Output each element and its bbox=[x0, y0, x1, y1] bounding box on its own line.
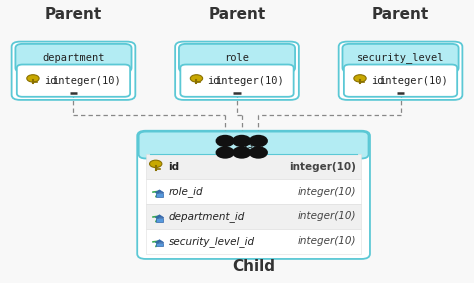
Text: integer(10): integer(10) bbox=[297, 211, 356, 222]
Circle shape bbox=[233, 136, 250, 146]
Text: department: department bbox=[42, 53, 105, 63]
Circle shape bbox=[233, 147, 250, 158]
FancyBboxPatch shape bbox=[344, 65, 457, 97]
Text: integer(10): integer(10) bbox=[52, 76, 120, 86]
FancyBboxPatch shape bbox=[15, 44, 131, 72]
Circle shape bbox=[250, 136, 267, 146]
FancyBboxPatch shape bbox=[342, 44, 458, 72]
Text: role_id: role_id bbox=[169, 186, 203, 197]
Bar bbox=[156, 243, 163, 246]
Circle shape bbox=[354, 75, 366, 82]
Text: security_level_id: security_level_id bbox=[169, 236, 255, 247]
FancyBboxPatch shape bbox=[338, 42, 462, 100]
Circle shape bbox=[149, 160, 162, 168]
Circle shape bbox=[190, 75, 203, 82]
Circle shape bbox=[233, 147, 250, 158]
Text: id: id bbox=[44, 76, 56, 86]
Text: Parent: Parent bbox=[209, 7, 265, 22]
FancyBboxPatch shape bbox=[138, 132, 368, 158]
FancyBboxPatch shape bbox=[137, 131, 370, 259]
Text: id: id bbox=[169, 162, 180, 172]
Circle shape bbox=[27, 75, 39, 82]
Polygon shape bbox=[155, 240, 164, 243]
FancyBboxPatch shape bbox=[17, 65, 130, 97]
Text: integer(10): integer(10) bbox=[289, 162, 356, 172]
Bar bbox=[156, 193, 163, 197]
Text: id: id bbox=[207, 76, 220, 86]
Circle shape bbox=[250, 136, 267, 146]
Circle shape bbox=[250, 147, 267, 158]
Circle shape bbox=[217, 147, 234, 158]
Text: integer(10): integer(10) bbox=[379, 76, 447, 86]
Circle shape bbox=[217, 136, 234, 146]
Bar bbox=[156, 218, 163, 222]
Text: id: id bbox=[371, 76, 383, 86]
Text: integer(10): integer(10) bbox=[297, 236, 356, 246]
FancyBboxPatch shape bbox=[175, 42, 299, 100]
Text: integer(10): integer(10) bbox=[215, 76, 284, 86]
Bar bbox=[146, 204, 361, 229]
Polygon shape bbox=[155, 190, 164, 193]
Text: role: role bbox=[225, 53, 249, 63]
Text: integer(10): integer(10) bbox=[297, 186, 356, 197]
Circle shape bbox=[217, 147, 234, 158]
Text: security_level: security_level bbox=[357, 53, 444, 63]
Text: user: user bbox=[241, 140, 266, 150]
FancyBboxPatch shape bbox=[180, 65, 293, 97]
FancyBboxPatch shape bbox=[11, 42, 136, 100]
Circle shape bbox=[233, 136, 250, 146]
Polygon shape bbox=[155, 215, 164, 218]
Bar bbox=[146, 179, 361, 204]
Text: department_id: department_id bbox=[169, 211, 245, 222]
Text: Parent: Parent bbox=[45, 7, 102, 22]
Bar bbox=[146, 229, 361, 254]
Text: Child: Child bbox=[232, 258, 275, 274]
FancyBboxPatch shape bbox=[179, 44, 295, 72]
Circle shape bbox=[217, 136, 234, 146]
Circle shape bbox=[250, 147, 267, 158]
Bar bbox=[146, 154, 361, 179]
Text: Parent: Parent bbox=[372, 7, 429, 22]
